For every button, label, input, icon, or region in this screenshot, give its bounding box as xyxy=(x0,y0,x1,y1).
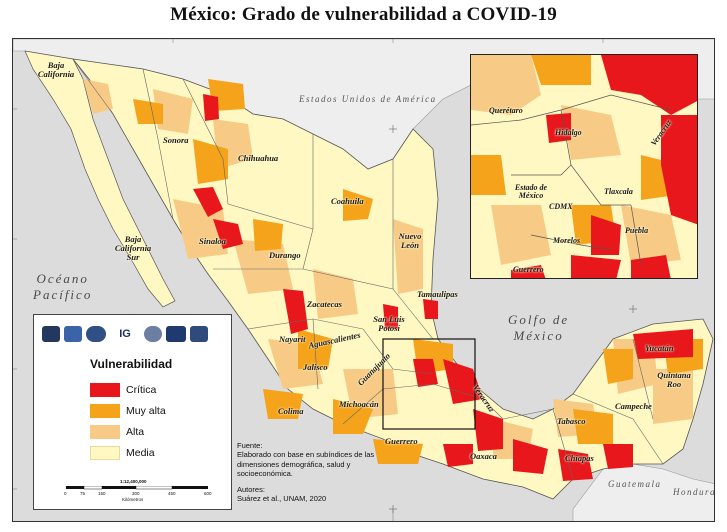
scale-tick-75: 75 xyxy=(80,491,86,496)
legend-item-critica: Crítica xyxy=(90,383,156,397)
logo-crim xyxy=(86,326,106,342)
baja-california-land xyxy=(24,50,176,308)
map-title: México: Grado de vulnerabilidad a COVID-… xyxy=(170,4,557,25)
swatch-muy-alta xyxy=(90,404,120,418)
legend-title: Vulnerabilidad xyxy=(90,357,173,371)
pacific-ocean-label: Océano Pacífico xyxy=(33,271,92,303)
gulf-of-mexico-label: Golfo de México xyxy=(508,312,569,344)
inset-label-guerrero: Guerrero xyxy=(513,265,544,274)
inset-label-estado-de-mexico: Estado de México xyxy=(514,183,548,201)
label-baja-california-sur: Baja California Sur xyxy=(114,234,152,262)
usa-label: Estados Unidos de América xyxy=(299,94,437,104)
gulf-line-1: Golfo de xyxy=(508,312,570,327)
label-guerrero: Guerrero xyxy=(385,436,418,446)
scale-bar xyxy=(66,486,208,490)
source-notes: Fuente: Elaborado con base en subíndices… xyxy=(237,441,377,503)
label-zacatecas: Zacatecas xyxy=(307,299,342,309)
scale-tick-0: 0 xyxy=(64,491,67,496)
muy-alta-patches xyxy=(133,79,703,464)
label-nuevo-leon: Nuevo León xyxy=(398,231,422,250)
scale-tick-300: 300 xyxy=(132,491,140,496)
label-colima: Colima xyxy=(278,406,304,416)
label-durango: Durango xyxy=(269,250,301,260)
label-san-luis-potosi: San Luis Potosí xyxy=(373,314,405,333)
label-nayarit: Nayarit xyxy=(279,334,306,344)
logo-conacyt xyxy=(144,326,162,342)
swatch-critica xyxy=(90,383,120,397)
inset-label-tlaxcala: Tlaxcala xyxy=(604,187,633,196)
source-heading: Fuente: xyxy=(237,441,263,450)
legend-label-critica: Crítica xyxy=(126,384,157,396)
label-tabasco: Tabasco xyxy=(557,416,586,426)
graticule-crosses xyxy=(389,125,637,513)
inset-label-morelos: Morelos xyxy=(553,236,581,245)
scale-unit: Kilómetros xyxy=(122,497,144,502)
authors-heading: Autores: xyxy=(237,484,265,494)
inset-map xyxy=(471,55,697,278)
institution-logos: IG xyxy=(42,323,227,345)
label-tamaulipas: Tamaulipas xyxy=(417,289,458,299)
scale-tick-600: 600 xyxy=(204,491,212,496)
legend-item-muy-alta: Muy alta xyxy=(90,404,166,418)
label-baja-california: Baja California xyxy=(37,60,75,79)
source-text: Elaborado con base en subíndices de las … xyxy=(237,450,375,479)
label-michoacan: Michoacán xyxy=(339,399,379,409)
logo-unam-2 xyxy=(166,326,186,342)
legend-label-muy-alta: Muy alta xyxy=(126,405,166,417)
legend-panel: IG Vulnerabilidad Crítica Muy alta Alta … xyxy=(33,314,232,510)
gulf-line-2: México xyxy=(513,328,564,343)
label-sinaloa: Sinaloa xyxy=(199,236,226,246)
logo-unam xyxy=(42,326,60,342)
authors-text: Suárez et al., UNAM, 2020 xyxy=(237,493,327,503)
pacific-line-1: Océano xyxy=(36,271,89,286)
pacific-line-2: Pacífico xyxy=(33,287,93,302)
inset-label-cdmx: CDMX xyxy=(549,202,573,211)
central-mexico-inset: Querétaro Hidalgo Veracruz Estado de Méx… xyxy=(470,54,698,279)
scale-ratio: 1:12,400,000 xyxy=(120,479,147,484)
honduras-label: Honduras xyxy=(673,487,714,497)
label-sonora: Sonora xyxy=(163,135,189,145)
map-frame: Océano Pacífico Golfo de México Estados … xyxy=(12,38,715,522)
label-quintana-roo: Quintana Roo xyxy=(657,370,691,389)
logo-ig: IG xyxy=(110,326,140,342)
label-yucatan: Yucatán xyxy=(645,343,674,353)
state-borders xyxy=(72,58,664,480)
logo-unam-3 xyxy=(190,326,208,342)
critica-patches xyxy=(193,94,693,481)
scale-tick-150: 150 xyxy=(98,491,106,496)
label-coahuila: Coahuila xyxy=(331,196,364,206)
guatemala-label: Guatemala xyxy=(608,479,662,489)
legend-label-alta: Alta xyxy=(126,426,145,438)
legend-item-alta: Alta xyxy=(90,425,144,439)
logo-ciga xyxy=(64,326,82,342)
inset-label-puebla: Puebla xyxy=(625,226,649,235)
legend-item-media: Media xyxy=(90,446,155,460)
swatch-media xyxy=(90,446,120,460)
swatch-alta xyxy=(90,425,120,439)
label-chiapas: Chiapas xyxy=(565,453,594,463)
scale-tick-450: 450 xyxy=(168,491,176,496)
label-oaxaca: Oaxaca xyxy=(470,451,497,461)
label-campeche: Campeche xyxy=(615,401,652,411)
label-jalisco: Jalisco xyxy=(303,362,328,372)
inset-label-hidalgo: Hidalgo xyxy=(555,128,582,137)
inset-label-queretaro: Querétaro xyxy=(489,106,523,115)
label-chihuahua: Chihuahua xyxy=(238,153,279,163)
legend-label-media: Media xyxy=(126,447,155,459)
inset-locator-box xyxy=(382,338,476,430)
